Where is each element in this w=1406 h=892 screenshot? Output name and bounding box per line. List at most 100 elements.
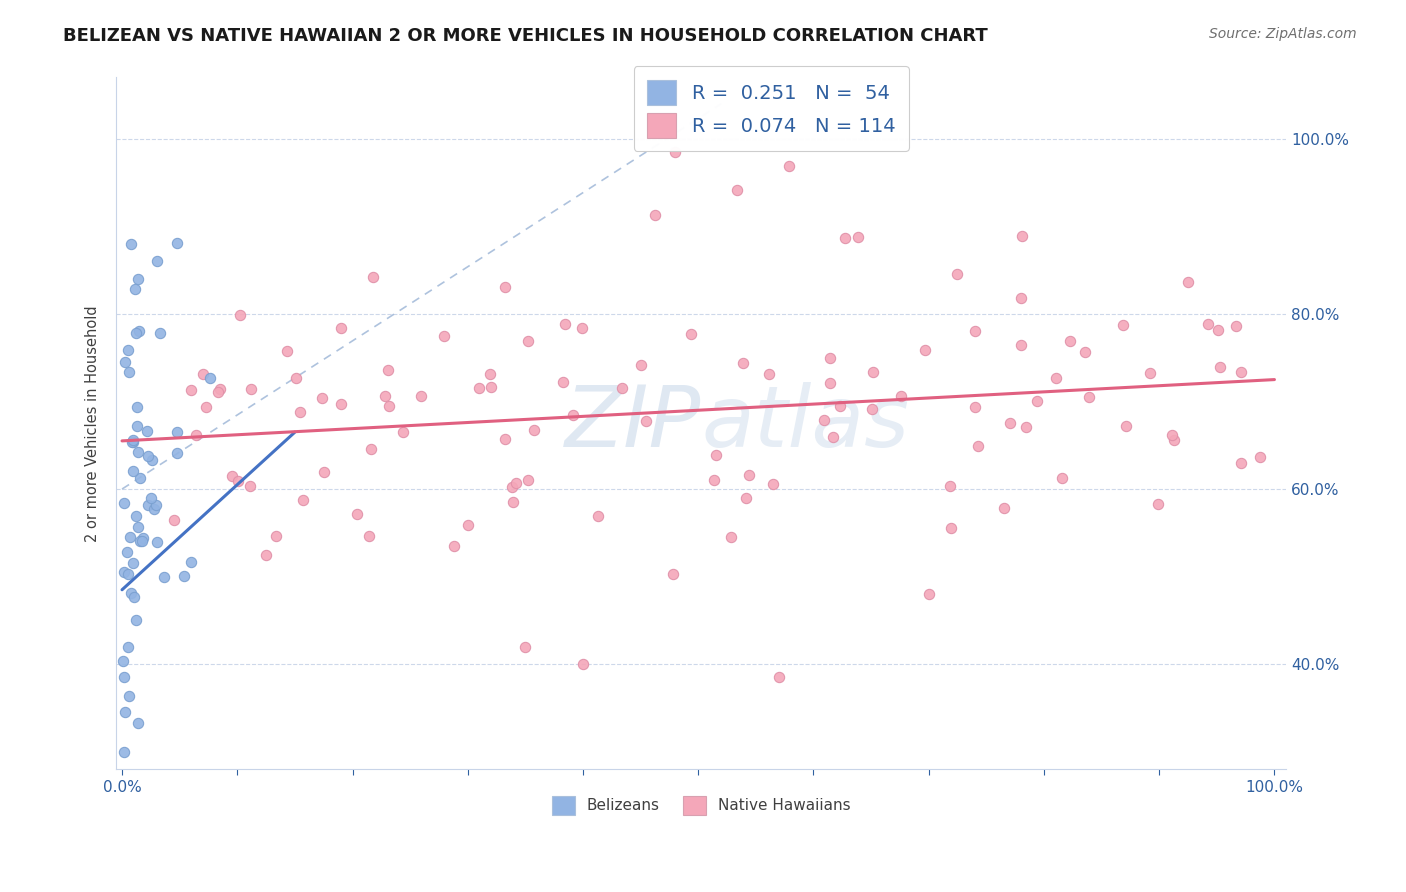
- Point: [834, 231, 856, 245]
- Point: [127, 444, 149, 458]
- Point: [125, 419, 148, 434]
- Point: [360, 442, 382, 456]
- Point: [468, 381, 491, 395]
- Point: [494, 280, 516, 294]
- Point: [117, 545, 139, 559]
- Point: [1230, 365, 1253, 379]
- Point: [141, 453, 163, 467]
- Point: [703, 473, 725, 487]
- Point: [890, 389, 912, 403]
- Point: [186, 428, 208, 442]
- Point: [125, 508, 148, 523]
- Text: Source: ZipAtlas.com: Source: ZipAtlas.com: [1209, 27, 1357, 41]
- Point: [125, 613, 148, 627]
- Point: [166, 236, 188, 251]
- Point: [998, 416, 1021, 430]
- Point: [457, 518, 479, 533]
- Point: [329, 321, 352, 335]
- Point: [117, 567, 139, 582]
- Point: [312, 466, 335, 480]
- Point: [967, 439, 990, 453]
- Point: [1197, 318, 1219, 332]
- Point: [377, 363, 399, 377]
- Point: [778, 159, 800, 173]
- Point: [1078, 391, 1101, 405]
- Point: [1229, 456, 1251, 470]
- Point: [1161, 428, 1184, 442]
- Legend: Belizeans, Native Hawaiians: Belizeans, Native Hawaiians: [543, 787, 859, 824]
- Point: [517, 334, 540, 348]
- Point: [634, 414, 657, 428]
- Point: [720, 530, 742, 544]
- Point: [346, 508, 368, 522]
- Point: [664, 145, 686, 159]
- Point: [191, 367, 214, 381]
- Point: [195, 400, 218, 414]
- Point: [276, 344, 298, 359]
- Point: [411, 389, 433, 403]
- Point: [823, 430, 845, 444]
- Point: [128, 471, 150, 485]
- Y-axis label: 2 or more Vehicles in Household: 2 or more Vehicles in Household: [86, 305, 100, 541]
- Point: [644, 208, 666, 222]
- Point: [1014, 420, 1036, 434]
- Point: [862, 365, 884, 379]
- Point: [443, 539, 465, 553]
- Point: [704, 448, 727, 462]
- Point: [1139, 366, 1161, 380]
- Point: [515, 640, 537, 654]
- Point: [198, 371, 221, 385]
- Text: atlas: atlas: [702, 382, 910, 465]
- Point: [254, 548, 277, 562]
- Point: [132, 531, 155, 545]
- Point: [737, 467, 759, 482]
- Point: [1025, 394, 1047, 409]
- Point: [1074, 345, 1097, 359]
- Point: [914, 343, 936, 357]
- Point: [135, 425, 157, 439]
- Point: [143, 502, 166, 516]
- Point: [963, 325, 986, 339]
- Point: [818, 376, 841, 391]
- Point: [1177, 275, 1199, 289]
- Point: [118, 530, 141, 544]
- Point: [551, 376, 574, 390]
- Point: [121, 435, 143, 450]
- Text: ZIP: ZIP: [565, 382, 702, 465]
- Point: [733, 356, 755, 370]
- Point: [516, 473, 538, 487]
- Point: [502, 495, 524, 509]
- Point: [112, 565, 135, 579]
- Point: [221, 469, 243, 483]
- Point: [228, 474, 250, 488]
- Point: [122, 556, 145, 570]
- Point: [146, 534, 169, 549]
- Point: [285, 370, 308, 384]
- Point: [941, 521, 963, 535]
- Point: [114, 355, 136, 369]
- Point: [374, 389, 396, 403]
- Point: [1209, 359, 1232, 374]
- Point: [1147, 497, 1170, 511]
- Point: [494, 433, 516, 447]
- Point: [112, 654, 135, 668]
- Point: [153, 570, 176, 584]
- Point: [239, 382, 262, 396]
- Point: [290, 405, 312, 419]
- Point: [860, 401, 883, 416]
- Point: [180, 383, 202, 397]
- Point: [117, 343, 139, 357]
- Point: [166, 425, 188, 440]
- Point: [679, 326, 702, 341]
- Point: [124, 282, 146, 296]
- Point: [112, 496, 135, 510]
- Point: [207, 385, 229, 400]
- Point: [120, 586, 142, 600]
- Point: [361, 269, 384, 284]
- Point: [145, 498, 167, 512]
- Point: [813, 413, 835, 427]
- Point: [292, 492, 315, 507]
- Point: [173, 569, 195, 583]
- Point: [120, 236, 142, 251]
- Point: [311, 391, 333, 405]
